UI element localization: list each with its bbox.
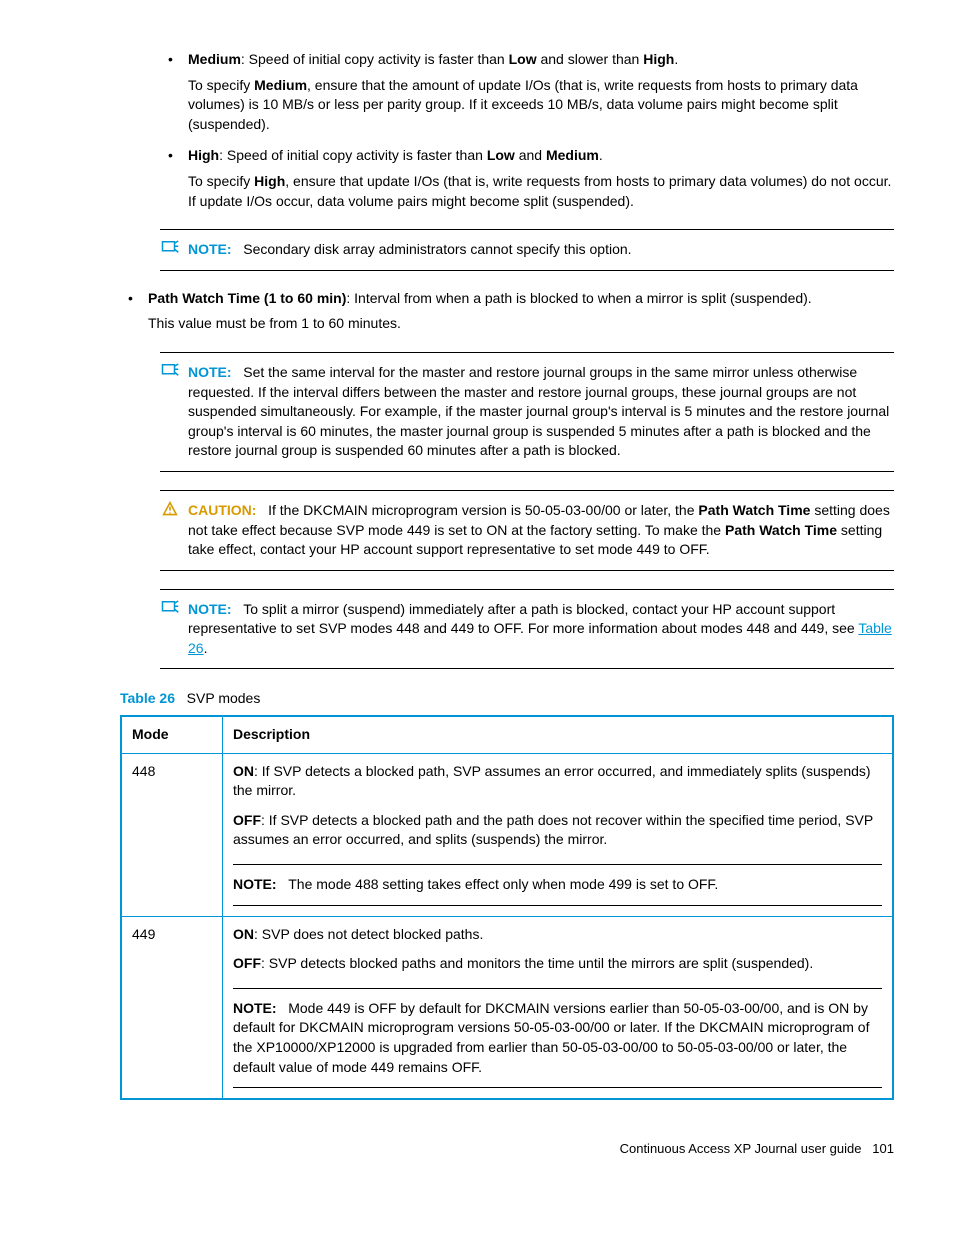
- table-row: 449 ON: SVP does not detect blocked path…: [121, 916, 893, 1099]
- description-cell: ON: If SVP detects a blocked path, SVP a…: [223, 753, 894, 916]
- col-mode: Mode: [121, 716, 223, 753]
- footer-text: Continuous Access XP Journal user guide: [620, 1141, 862, 1156]
- table-caption-label: Table 26: [120, 690, 175, 706]
- note-interval: NOTE: Set the same interval for the mast…: [160, 352, 894, 472]
- note-label: NOTE:: [188, 601, 232, 617]
- table-caption-text: SVP modes: [187, 690, 261, 706]
- bullet-path-watch: Path Watch Time (1 to 60 min): Interval …: [120, 289, 894, 334]
- mode-cell: 448: [121, 753, 223, 916]
- note-secondary-admin: NOTE: Secondary disk array administrator…: [160, 229, 894, 271]
- svp-modes-table: Mode Description 448 ON: If SVP detects …: [120, 715, 894, 1100]
- high-paragraph: To specify High, ensure that update I/Os…: [188, 172, 894, 211]
- path-watch-label: Path Watch Time (1 to 60 min): [148, 290, 346, 306]
- table-header-row: Mode Description: [121, 716, 893, 753]
- page-footer: Continuous Access XP Journal user guide …: [60, 1140, 894, 1158]
- medium-label: Medium: [188, 51, 241, 67]
- high-label: High: [188, 147, 219, 163]
- note-text: Set the same interval for the master and…: [188, 364, 889, 458]
- col-description: Description: [223, 716, 894, 753]
- note-icon: [160, 240, 180, 260]
- inner-note: NOTE: The mode 488 setting takes effect …: [233, 864, 882, 906]
- note-text: Secondary disk array administrators cann…: [243, 241, 631, 257]
- caution-label: CAUTION:: [188, 502, 256, 518]
- speed-bullet-list: Medium: Speed of initial copy activity i…: [60, 50, 894, 211]
- note-icon: [160, 363, 180, 383]
- path-watch-paragraph: This value must be from 1 to 60 minutes.: [148, 314, 894, 334]
- mode-cell: 449: [121, 916, 223, 1099]
- caution-dkcmain: CAUTION: If the DKCMAIN microprogram ver…: [160, 490, 894, 571]
- inner-note: NOTE: Mode 449 is OFF by default for DKC…: [233, 988, 882, 1088]
- path-watch-list: Path Watch Time (1 to 60 min): Interval …: [60, 289, 894, 334]
- table-row: 448 ON: If SVP detects a blocked path, S…: [121, 753, 893, 916]
- bullet-high: High: Speed of initial copy activity is …: [160, 146, 894, 211]
- bullet-medium: Medium: Speed of initial copy activity i…: [160, 50, 894, 134]
- caution-icon: [160, 501, 180, 523]
- note-label: NOTE:: [188, 241, 232, 257]
- description-cell: ON: SVP does not detect blocked paths. O…: [223, 916, 894, 1099]
- note-label: NOTE:: [188, 364, 232, 380]
- note-icon: [160, 600, 180, 620]
- note-split-mirror: NOTE: To split a mirror (suspend) immedi…: [160, 589, 894, 670]
- medium-paragraph: To specify Medium, ensure that the amoun…: [188, 76, 894, 135]
- page-number: 101: [872, 1141, 894, 1156]
- table-caption: Table 26 SVP modes: [120, 689, 894, 709]
